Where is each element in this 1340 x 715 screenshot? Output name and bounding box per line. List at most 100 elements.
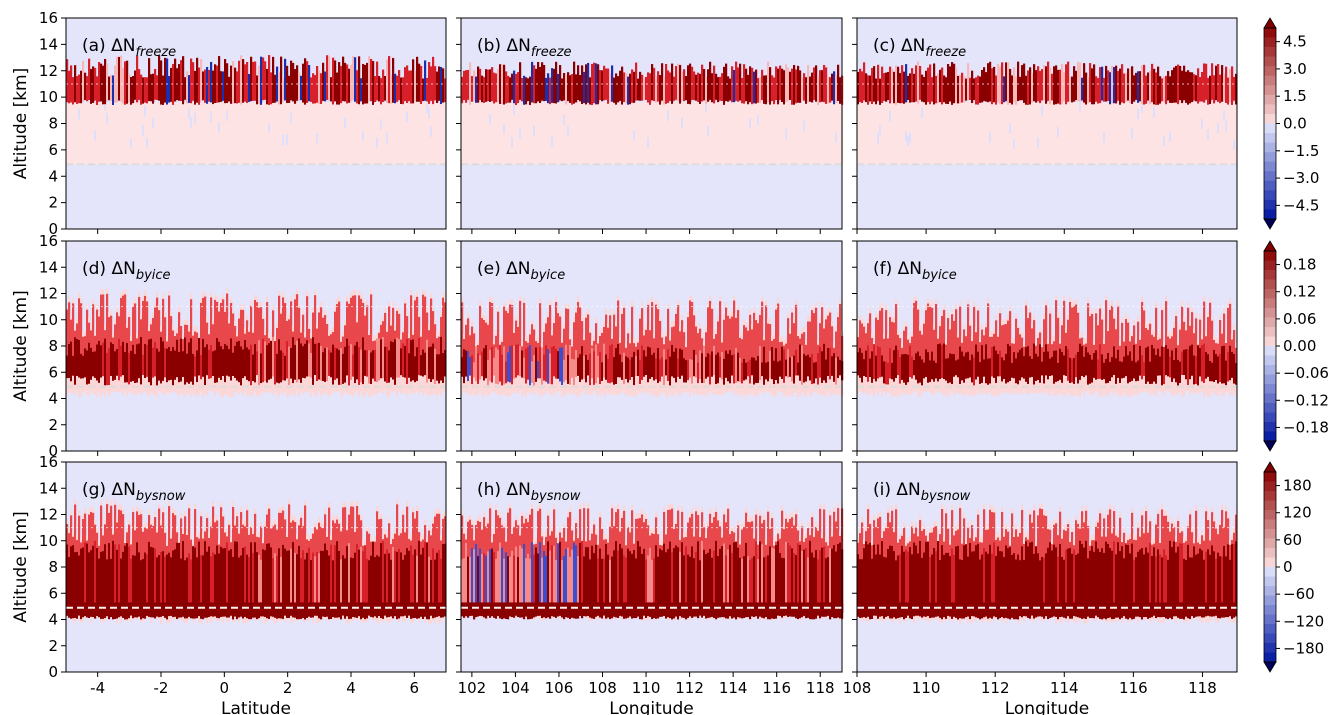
colorbar-tick-label: −1.5 (1283, 142, 1319, 160)
colorbar-segment (1264, 327, 1276, 337)
colorbar-segment (1264, 308, 1276, 318)
colorbar-segment (1264, 279, 1276, 290)
y-tick-label: 2 (48, 416, 58, 434)
x-tick-label: 6 (410, 679, 420, 697)
colorbar-segment (1264, 260, 1276, 271)
x-tick-label: -2 (154, 679, 169, 697)
colorbar-segment (1264, 412, 1276, 423)
colorbar-tick-label: 0.12 (1283, 283, 1316, 301)
colorbar-segment (1264, 123, 1276, 134)
panel-label: (d) ΔNbyice (82, 259, 171, 283)
heatmap-field (461, 61, 844, 165)
colorbar-segment (1264, 104, 1276, 115)
x-tick-label: 118 (806, 679, 835, 697)
colorbar-tick-label: −0.12 (1283, 391, 1329, 409)
x-tick-label: 112 (981, 679, 1010, 697)
colorbar: 180 120 60 0 −60 −120 −180 (1263, 461, 1324, 673)
colorbar-segment (1264, 548, 1276, 558)
colorbar-segment (1264, 37, 1276, 48)
colorbar-segment (1264, 113, 1276, 124)
y-tick-label: 8 (48, 337, 58, 355)
colorbar-segment (1264, 171, 1276, 182)
x-tick-label: 0 (220, 679, 230, 697)
y-tick-label: 14 (39, 479, 58, 497)
colorbar-segment (1264, 161, 1276, 172)
x-tick-label: 114 (1050, 679, 1079, 697)
colorbar-tick-label: −0.18 (1283, 418, 1329, 436)
colorbar-segment (1264, 180, 1276, 191)
colorbar-segment (1264, 595, 1276, 606)
heatmap-field (66, 498, 447, 624)
colorbar-max-extend (1263, 461, 1277, 473)
colorbar-segment (1264, 538, 1276, 549)
y-axis-label: Altitude [km] (11, 511, 31, 623)
colorbar-segment (1264, 491, 1276, 501)
panel-d: (d) ΔNbyice 0 2 4 6 8 10 12 14 16 (39, 232, 447, 460)
colorbar-segment (1264, 614, 1276, 625)
colorbar-segment (1264, 481, 1276, 492)
colorbar-tick-label: −60 (1283, 585, 1315, 603)
colorbar-segment (1264, 431, 1276, 442)
colorbar-segment (1264, 28, 1276, 38)
colorbar-segment (1264, 422, 1276, 432)
panel-label: (b) ΔNfreeze (477, 36, 572, 60)
colorbar-tick-label: 0 (1283, 558, 1293, 576)
panel-grid: (a) ΔNfreeze 0 2 4 6 8 10 12 14 16 (b) ΔNfreeze (c)… (39, 9, 1238, 697)
colorbar-segment (1264, 633, 1276, 644)
colorbar-segment (1264, 94, 1276, 105)
colorbar: 0.18 0.12 0.06 0.00 −0.06 −0.12 −0.18 (1263, 240, 1329, 452)
heatmap-field (66, 55, 447, 165)
colorbar-segment (1264, 365, 1276, 375)
panel-label: (e) ΔNbyice (477, 259, 565, 283)
x-tick-label: 106 (545, 679, 574, 697)
x-tick-label: -4 (90, 679, 105, 697)
colorbar-tick-label: −180 (1283, 639, 1324, 657)
x-tick-label: 116 (1119, 679, 1148, 697)
colorbar-tick-label: 3.0 (1283, 60, 1307, 78)
x-tick-label: 118 (1188, 679, 1217, 697)
panel-f: (f) ΔNbyice (852, 240, 1238, 456)
x-axis-label: Latitude (221, 699, 291, 715)
colorbar-segment (1264, 393, 1276, 404)
colorbar-segment (1264, 251, 1276, 261)
colorbar: 4.5 3.0 1.5 0.0 −1.5 −3.0 −4.5 (1263, 17, 1319, 230)
colorbar-min-extend (1263, 218, 1277, 230)
colorbar-segment (1264, 643, 1276, 653)
panel-a: (a) ΔNfreeze 0 2 4 6 8 10 12 14 16 (39, 9, 447, 238)
y-tick-label: 16 (39, 232, 58, 250)
x-tick-label: 112 (675, 679, 704, 697)
y-tick-label: 4 (48, 611, 58, 629)
panel-c: (c) ΔNfreeze (852, 17, 1238, 234)
colorbar-segment (1264, 529, 1276, 539)
colorbar-segment (1264, 133, 1276, 143)
x-tick-label: 114 (719, 679, 748, 697)
colorbar-min-extend (1263, 440, 1277, 452)
colorbar-segment (1264, 317, 1276, 328)
panel-label: (g) ΔNbysnow (82, 480, 186, 504)
colorbar-tick-label: 4.5 (1283, 33, 1307, 51)
x-tick-label: 108 (588, 679, 617, 697)
y-tick-label: 8 (48, 115, 58, 133)
panel-g: (g) ΔNbysnow 0 2 4 6 8 10 12 14 16 -4 -2 0 2 4 6 (39, 453, 447, 697)
y-tick-label: 4 (48, 390, 58, 408)
axis-labels: Altitude [km] Altitude [km] Latitude Longit… (11, 68, 1089, 715)
colorbar-segment (1264, 75, 1276, 86)
colorbar-segment (1264, 576, 1276, 587)
y-tick-label: 16 (39, 9, 58, 27)
y-tick-label: 6 (48, 141, 58, 159)
colorbar-tick-label: 0.18 (1283, 256, 1316, 274)
colorbar-segment (1264, 47, 1276, 57)
y-tick-label: 10 (39, 532, 58, 550)
panel-label: (i) ΔNbysnow (873, 480, 971, 504)
heatmap-field (857, 502, 1238, 624)
colorbars: 4.5 3.0 1.5 0.0 −1.5 −3.0 −4.5 0.18 0.12 0.06 0.00… (1263, 17, 1329, 673)
y-axis-label: Altitude [km] (11, 68, 31, 180)
colorbar-tick-label: −4.5 (1283, 196, 1319, 214)
y-tick-label: 8 (48, 558, 58, 576)
colorbar-segment (1264, 199, 1276, 210)
colorbar-segment (1264, 142, 1276, 153)
colorbar-max-extend (1263, 240, 1277, 252)
colorbar-tick-label: 60 (1283, 531, 1302, 549)
heatmap-field (461, 502, 844, 621)
